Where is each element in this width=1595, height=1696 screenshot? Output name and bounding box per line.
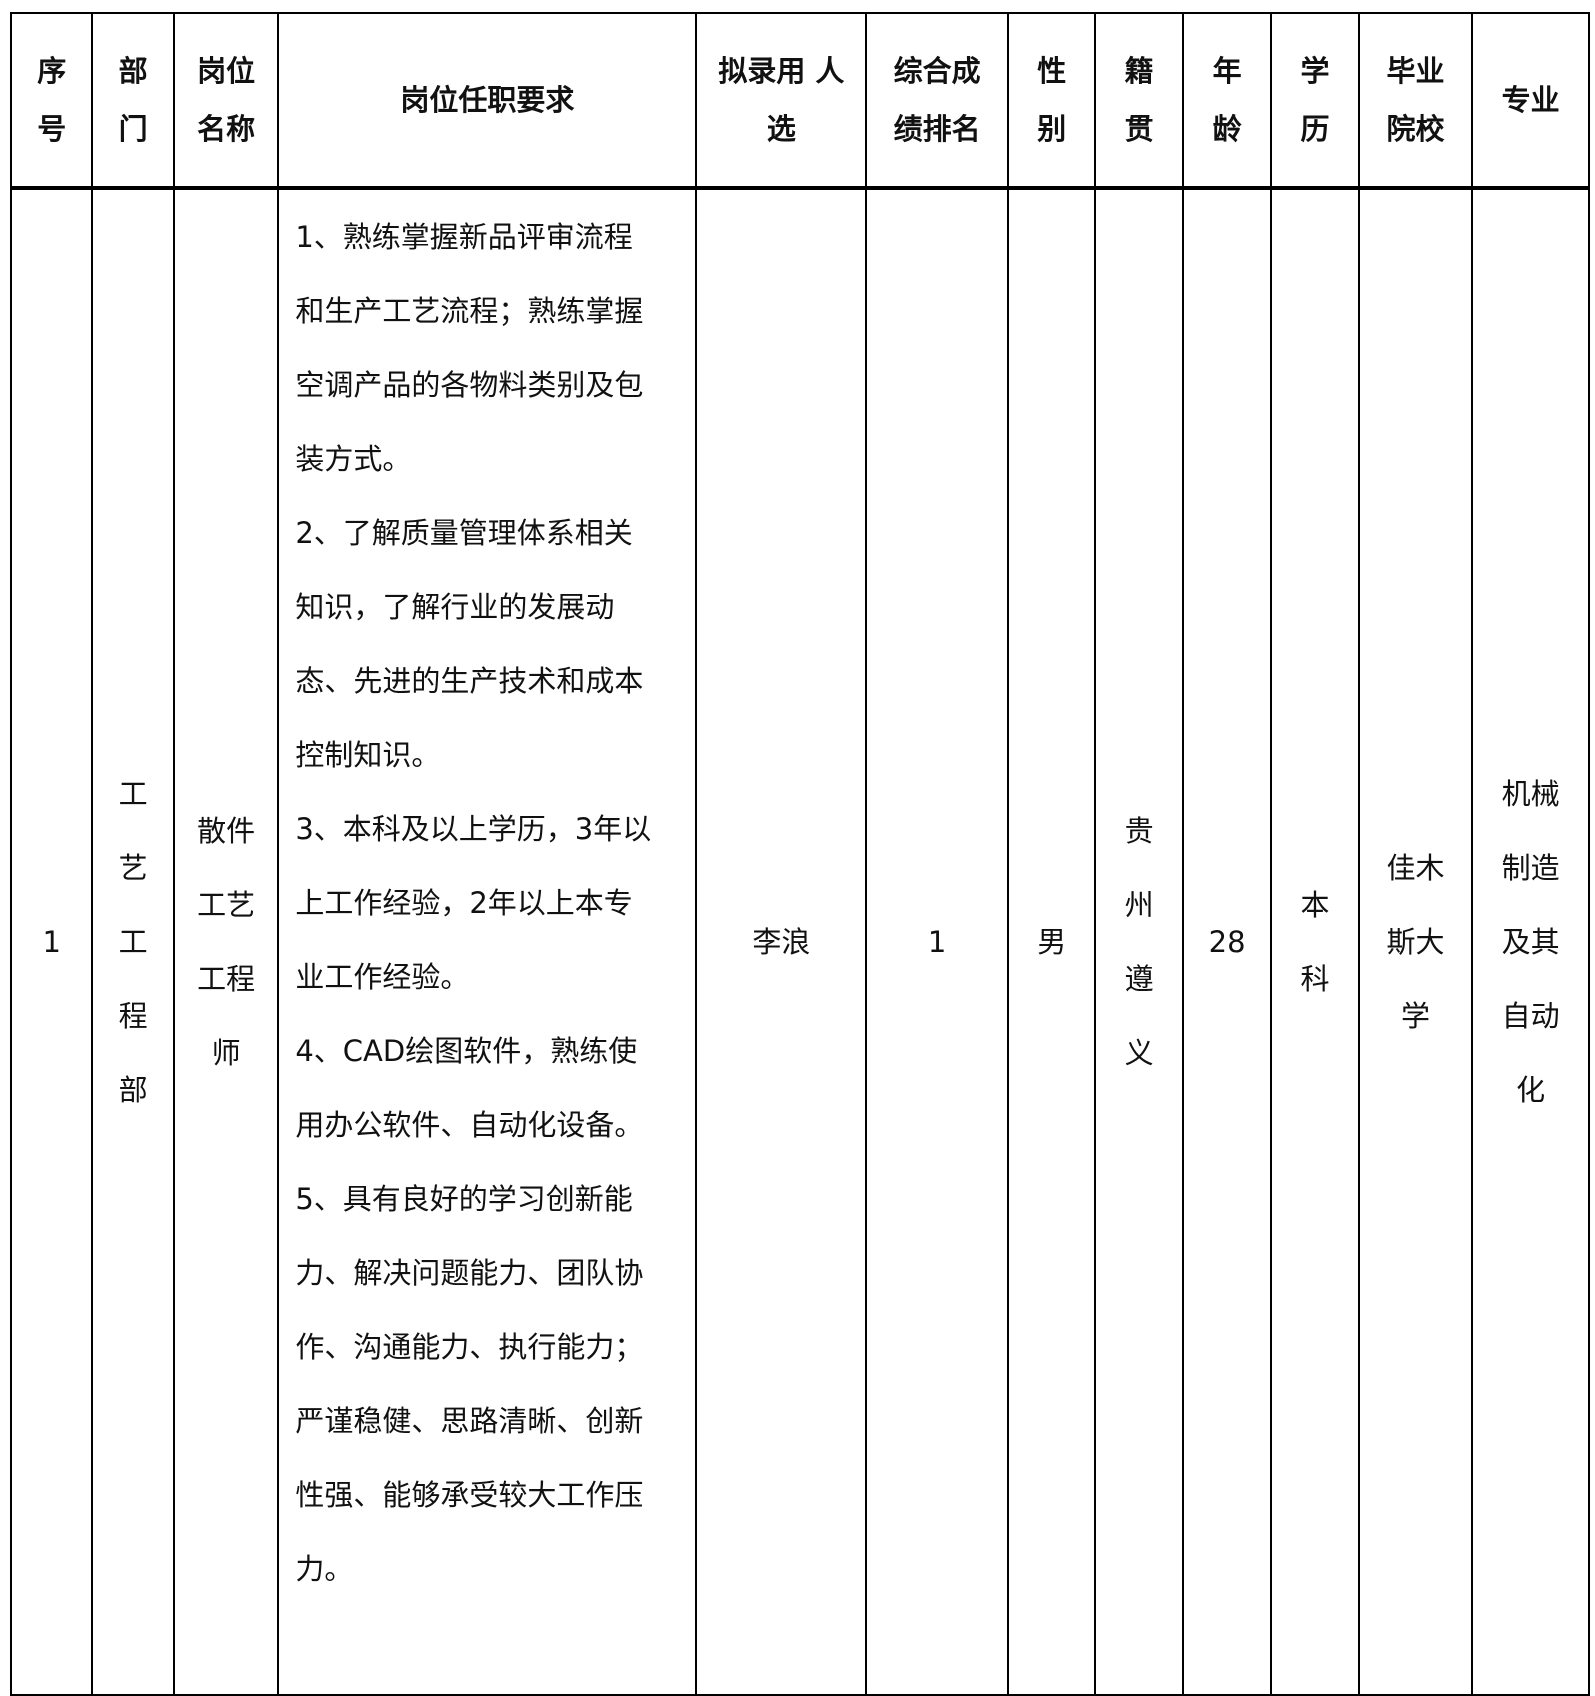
header-gender: 性 别 bbox=[1006, 12, 1097, 189]
header-age: 年 龄 bbox=[1181, 12, 1273, 189]
recruitment-table: 序 号 部 门 岗位 名称 岗位任职要求 拟录用 人 选 综合成 绩排名 性 别… bbox=[9, 12, 1590, 1696]
header-education: 学 历 bbox=[1270, 12, 1360, 189]
header-position: 岗位 名称 bbox=[172, 12, 280, 189]
header-major: 专业 bbox=[1471, 12, 1590, 189]
cell-gender: 男 bbox=[1006, 187, 1097, 1696]
cell-education: 本 科 bbox=[1270, 187, 1360, 1696]
cell-origin: 贵 州 遵 义 bbox=[1094, 187, 1184, 1696]
cell-age: 28 bbox=[1181, 187, 1273, 1696]
header-school: 毕业 院校 bbox=[1357, 12, 1474, 189]
cell-major: 机械 制造 及其 自动 化 bbox=[1471, 187, 1590, 1696]
cell-index: 1 bbox=[9, 187, 94, 1696]
header-department: 部 门 bbox=[91, 12, 175, 189]
cell-school: 佳木 斯大 学 bbox=[1357, 187, 1474, 1696]
header-candidate: 拟录用 人 选 bbox=[695, 12, 868, 189]
header-index: 序 号 bbox=[9, 12, 94, 189]
header-rank: 综合成 绩排名 bbox=[865, 12, 1009, 189]
header-row: 序 号 部 门 岗位 名称 岗位任职要求 拟录用 人 选 综合成 绩排名 性 别… bbox=[9, 12, 1590, 189]
cell-rank: 1 bbox=[865, 187, 1009, 1696]
header-requirements: 岗位任职要求 bbox=[277, 12, 698, 189]
table-row: 1 工 艺 工 程 部 散件 工艺 工程 师 1、熟练掌握新品评审流程 和生产工… bbox=[9, 187, 1590, 1696]
cell-department: 工 艺 工 程 部 bbox=[91, 187, 175, 1696]
cell-requirements: 1、熟练掌握新品评审流程 和生产工艺流程；熟练掌握 空调产品的各物料类别及包 装… bbox=[277, 187, 698, 1696]
cell-candidate: 李浪 bbox=[695, 187, 868, 1696]
header-origin: 籍 贯 bbox=[1094, 12, 1184, 189]
cell-position: 散件 工艺 工程 师 bbox=[172, 187, 280, 1696]
